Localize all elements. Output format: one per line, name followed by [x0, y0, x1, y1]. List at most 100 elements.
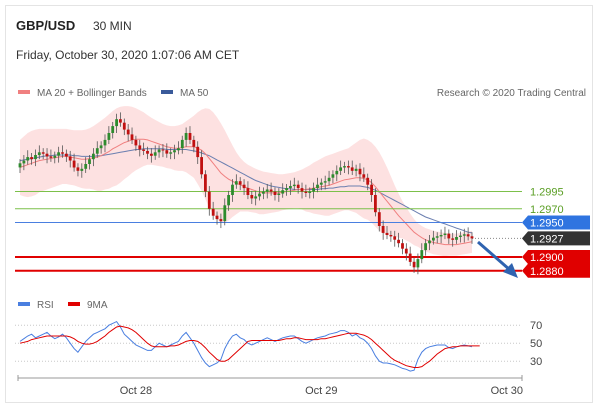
candle-body	[343, 166, 346, 168]
candle	[300, 182, 304, 199]
candle-body	[269, 189, 273, 192]
candle	[451, 232, 455, 247]
candle-body	[204, 174, 207, 192]
candle	[459, 231, 462, 243]
candle-body	[312, 188, 315, 192]
candle-body	[130, 134, 134, 140]
candle	[180, 135, 184, 154]
candle	[404, 243, 408, 261]
candle-body	[34, 155, 37, 160]
candle	[122, 118, 126, 136]
candle	[273, 187, 277, 201]
chart-frame	[5, 5, 593, 403]
candle-body	[238, 181, 242, 185]
candle-body	[53, 155, 57, 158]
candle	[312, 182, 315, 199]
candle-body	[331, 174, 335, 178]
candle	[350, 160, 354, 176]
candle-body	[30, 157, 33, 160]
candle-body	[242, 184, 246, 189]
candle-body	[111, 126, 115, 133]
x-axis: Oct 28 Oct 29 Oct 30	[17, 375, 523, 397]
candle	[88, 155, 91, 170]
candle-body	[207, 191, 211, 209]
candle-body	[362, 174, 366, 178]
candle-body	[165, 150, 169, 154]
candle	[184, 127, 188, 147]
candle-body	[246, 188, 250, 195]
candle-body	[292, 184, 296, 187]
candle	[80, 163, 84, 178]
candle	[72, 153, 76, 172]
candle	[265, 183, 269, 199]
candle	[130, 127, 134, 145]
candle-body	[68, 156, 72, 161]
candle	[57, 146, 60, 163]
level-label-1.2995: 1.2995	[530, 187, 564, 199]
candle	[115, 113, 118, 133]
candle	[366, 173, 370, 191]
candle	[358, 163, 362, 182]
candle	[296, 180, 300, 194]
candle	[68, 150, 72, 168]
candle-body	[92, 153, 95, 160]
candle	[30, 152, 33, 165]
candle-body	[26, 157, 30, 161]
candle	[204, 170, 207, 198]
candle-body	[45, 153, 49, 157]
candle-body	[347, 166, 350, 168]
candle	[246, 181, 250, 200]
datetime-label: Friday, October 30, 2020 1:07:06 AM CET	[16, 48, 240, 62]
rsi-tick-label-30: 30	[530, 356, 542, 368]
level-labels: 1.2995 1.2970 1.2950 1.2927 1.2900 1.2880	[522, 187, 590, 278]
candle-body	[265, 189, 269, 192]
candle	[377, 208, 381, 232]
candle	[242, 179, 246, 195]
candle-body	[428, 240, 431, 244]
candle	[281, 183, 285, 198]
candle	[401, 239, 404, 255]
candle	[177, 141, 180, 155]
candle-body	[122, 122, 126, 130]
candle-body	[389, 235, 393, 237]
candle-body	[88, 159, 91, 164]
candle	[443, 226, 447, 240]
candle-body	[41, 152, 45, 154]
candle-body	[273, 191, 277, 195]
candle-body	[169, 152, 173, 154]
rsi-tick-label-50: 50	[530, 338, 542, 350]
rsi-tick-label-70: 70	[530, 320, 542, 332]
candle-body	[439, 235, 443, 237]
candle	[470, 232, 474, 244]
candle	[285, 183, 288, 196]
candle	[234, 174, 238, 189]
candlesticks	[18, 112, 474, 275]
candle-body	[462, 234, 466, 236]
candle	[207, 186, 211, 216]
candle	[385, 226, 389, 240]
candle-body	[416, 259, 420, 268]
candle-body	[134, 139, 138, 146]
candle-body	[49, 156, 53, 158]
rsi9-legend-swatch	[68, 302, 80, 306]
candle-body	[470, 236, 474, 239]
candle	[227, 190, 230, 211]
candle-body	[374, 195, 377, 213]
candle-body	[381, 226, 385, 233]
candle-body	[138, 145, 142, 150]
candle-body	[408, 253, 412, 262]
candle-body	[142, 149, 145, 151]
candle	[424, 239, 427, 256]
candle-body	[451, 238, 455, 240]
candle	[331, 170, 335, 184]
candle-body	[277, 193, 281, 195]
candle-body	[95, 148, 99, 154]
candle-body	[22, 160, 26, 164]
candle-body	[254, 196, 258, 199]
candle	[308, 187, 312, 199]
candle-body	[296, 184, 300, 189]
credit-label: Research © 2020 Trading Central	[437, 88, 586, 99]
candle	[26, 150, 30, 165]
ma50-legend-label: MA 50	[180, 88, 209, 99]
bollinger-band-area	[20, 106, 472, 257]
